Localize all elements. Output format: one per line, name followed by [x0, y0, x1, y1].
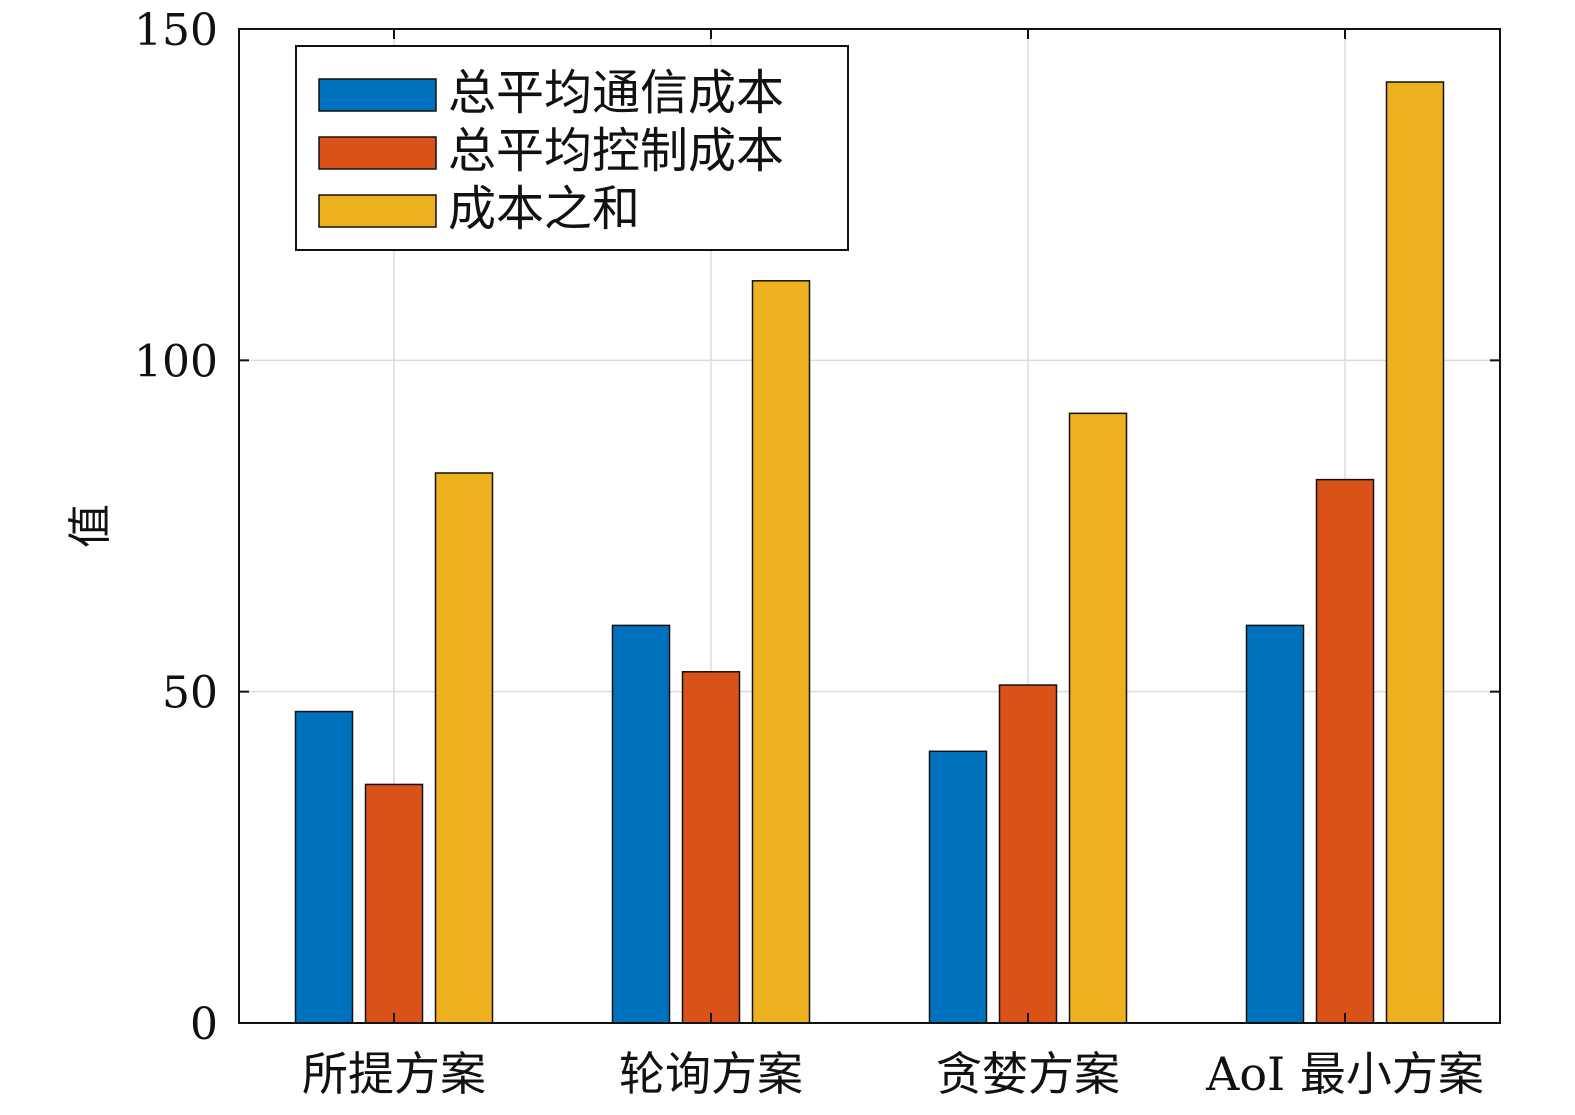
bar-3	[1068, 412, 1128, 1024]
plot-frame	[238, 28, 1501, 1024]
legend-swatch	[318, 78, 437, 112]
legend-label: 总平均通信成本	[448, 65, 784, 121]
legend-swatch	[318, 136, 437, 170]
y-tick-label: 150	[134, 5, 218, 56]
bar-2	[681, 671, 741, 1024]
bar-3	[751, 280, 811, 1024]
x-tick-label: 贪婪方案	[936, 1047, 1120, 1101]
legend-label: 总平均控制成本	[448, 123, 784, 179]
y-tick-label: 0	[190, 999, 218, 1050]
bar-2	[998, 684, 1058, 1024]
x-tick-label: AoI 最小方案	[1205, 1047, 1484, 1101]
legend-label: 成本之和	[448, 181, 640, 237]
bar-1	[611, 624, 671, 1024]
y-axis-label: 值	[65, 504, 116, 548]
ticks: 0 50 100 150 所提方案 轮询方案 贪婪方案 AoI 最小方案	[134, 5, 1500, 1101]
x-tick-label: 所提方案	[302, 1047, 486, 1101]
bar-2	[364, 783, 424, 1024]
bar-1	[928, 750, 988, 1024]
bar-2	[1315, 478, 1375, 1024]
y-tick-label: 100	[134, 336, 218, 387]
bar-1	[1245, 624, 1305, 1024]
x-tick-label: 轮询方案	[619, 1047, 803, 1101]
bar-3	[434, 472, 494, 1024]
bar-1	[294, 710, 354, 1024]
y-tick-label: 50	[162, 668, 218, 719]
legend-swatch	[318, 194, 437, 228]
bar-3	[1385, 81, 1445, 1024]
bars	[294, 81, 1445, 1024]
